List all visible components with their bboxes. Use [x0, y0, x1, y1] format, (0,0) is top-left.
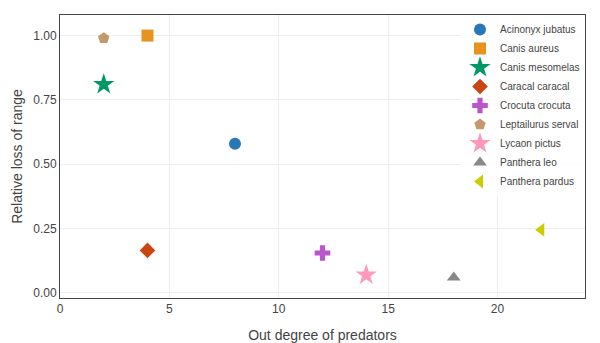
svg-text:0.25: 0.25	[33, 222, 57, 236]
svg-text:Acinonyx jubatus: Acinonyx jubatus	[500, 24, 576, 35]
svg-text:0.50: 0.50	[33, 157, 57, 171]
svg-text:1.00: 1.00	[33, 29, 57, 43]
svg-text:Caracal caracal: Caracal caracal	[500, 81, 569, 92]
svg-text:0: 0	[57, 302, 64, 316]
svg-text:Panthera leo: Panthera leo	[500, 157, 557, 168]
svg-text:Panthera pardus: Panthera pardus	[500, 176, 574, 187]
svg-text:5: 5	[166, 302, 173, 316]
svg-text:10: 10	[272, 302, 286, 316]
svg-text:Out degree of predators: Out degree of predators	[248, 327, 397, 343]
svg-text:Relative loss of range: Relative loss of range	[9, 89, 25, 224]
svg-text:Canis mesomelas: Canis mesomelas	[500, 62, 579, 73]
svg-text:Lycaon pictus: Lycaon pictus	[500, 138, 561, 149]
svg-text:0.00: 0.00	[33, 286, 57, 300]
svg-text:20: 20	[491, 302, 505, 316]
svg-text:Canis aureus: Canis aureus	[500, 43, 559, 54]
svg-text:0.75: 0.75	[33, 93, 57, 107]
svg-text:Leptailurus serval: Leptailurus serval	[500, 119, 578, 130]
svg-text:Crocuta crocuta: Crocuta crocuta	[500, 100, 571, 111]
svg-text:15: 15	[381, 302, 395, 316]
